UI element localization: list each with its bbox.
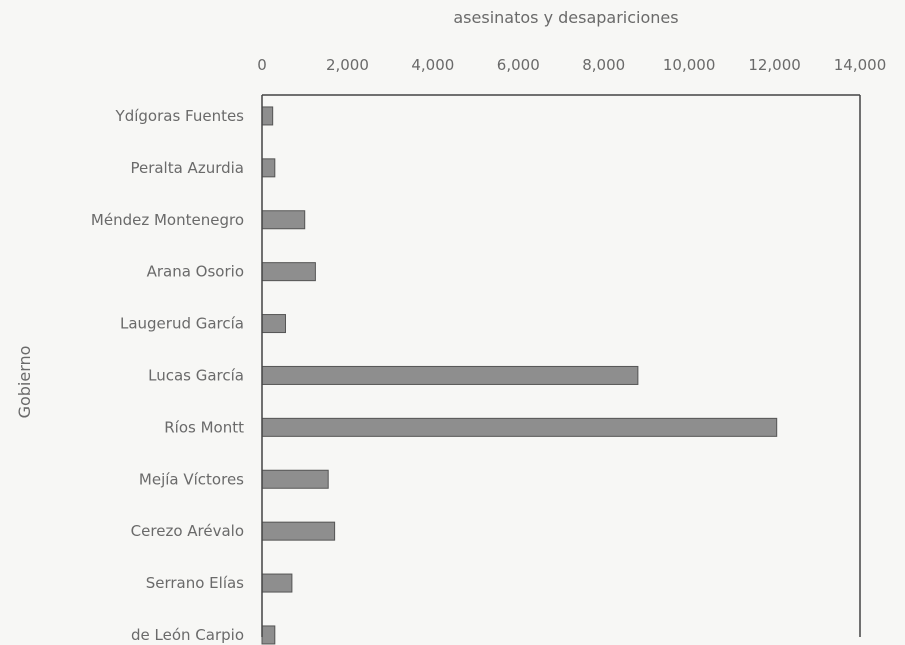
bar: [261, 365, 639, 385]
category-label: Cerezo Arévalo: [131, 522, 244, 540]
bar: [261, 106, 274, 126]
category-label: Ydígoras Fuentes: [115, 107, 245, 125]
bar: [261, 625, 276, 645]
category-label: Arana Osorio: [147, 263, 244, 281]
category-label: Méndez Montenegro: [91, 211, 244, 229]
bar: [261, 417, 778, 437]
x-tick-label: 14,000: [834, 56, 887, 74]
bar: [261, 314, 286, 334]
x-tick-label: 6,000: [497, 56, 540, 74]
category-label: Mejía Víctores: [139, 470, 244, 488]
y-axis-title: Gobierno: [15, 346, 34, 419]
category-label: Peralta Azurdia: [130, 159, 244, 177]
category-label: Serrano Elías: [146, 574, 244, 592]
bar: [261, 158, 276, 178]
category-label: Laugerud García: [120, 315, 244, 333]
x-axis-title: asesinatos y desapariciones: [453, 8, 678, 27]
x-tick-label: 4,000: [411, 56, 454, 74]
bar: [261, 210, 306, 230]
bar: [261, 262, 316, 282]
x-tick-label: 2,000: [326, 56, 369, 74]
x-tick-labels: 0 2,000 4,000 6,000 8,000 10,000 12,000 14,000: [257, 56, 886, 74]
category-label: Ríos Montt: [164, 418, 244, 436]
x-tick-label: 10,000: [663, 56, 716, 74]
bar: [261, 573, 293, 593]
category-labels: Ydígoras Fuentes Peralta Azurdia Méndez Mo…: [91, 107, 244, 644]
bars: [261, 106, 778, 645]
bar: [261, 521, 336, 541]
x-tick-label: 12,000: [748, 56, 801, 74]
bar: [261, 469, 329, 489]
x-tick-label: 0: [257, 56, 267, 74]
category-label: Lucas García: [148, 366, 244, 384]
x-tick-label: 8,000: [582, 56, 625, 74]
plot-frame: [261, 94, 861, 637]
category-label: de León Carpio: [131, 626, 244, 644]
